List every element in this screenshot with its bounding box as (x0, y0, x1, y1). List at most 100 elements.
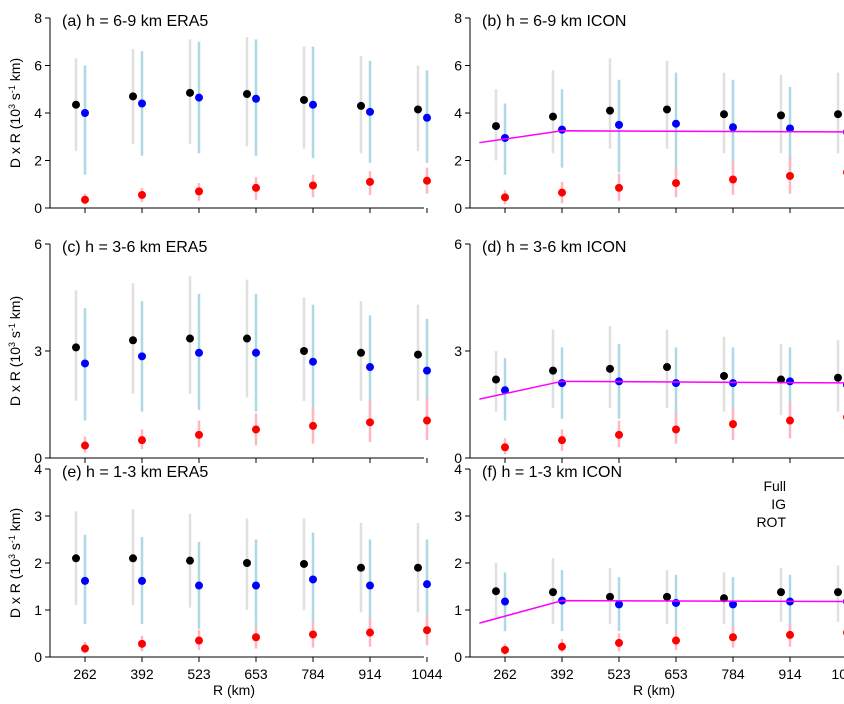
data-point-rot (81, 441, 89, 450)
y-tick-label: 0 (454, 649, 462, 665)
panel-a: 0 2 4 6 8 D x R (103 s-1 km) (a) h = 6-9 km ER… (7, 10, 431, 216)
panel-d: 0 3 6 (d) h = 3-6 km ICON (454, 236, 844, 466)
x-tick-label: 1044 (411, 666, 442, 682)
data-point-ig (558, 379, 566, 388)
data-point-rot (309, 630, 317, 639)
data-point-full (492, 587, 500, 596)
y-tick-label: 8 (454, 10, 462, 26)
data-point-rot (786, 630, 794, 639)
data-point-full (663, 105, 671, 114)
fit-line (479, 380, 844, 400)
data-point-ig (309, 100, 317, 109)
x-tick-label: 653 (244, 666, 268, 682)
x-tick-label: 523 (187, 666, 211, 682)
series-ig (83, 293, 429, 421)
panel-c: 0 3 6 D x R (103 s-1 km) (c) h = 3-6 km ERA5 (7, 236, 431, 466)
data-point-ig (672, 119, 680, 128)
data-point-ig (309, 575, 317, 584)
data-point-full (777, 375, 785, 384)
data-point-rot (501, 645, 509, 654)
legend: Full IG ROT (756, 478, 786, 530)
data-point-ig (195, 93, 203, 102)
points-rot (81, 176, 431, 204)
data-point-rot (195, 430, 203, 439)
data-point-rot (501, 443, 509, 452)
data-point-ig (729, 600, 737, 609)
y-tick-label: 0 (34, 450, 42, 466)
panel-title-d: (d) h = 3-6 km ICON (482, 239, 626, 256)
panel-b: 0 2 4 6 8 (b) h = 6-9 km ICON (454, 10, 844, 216)
data-point-rot (81, 644, 89, 653)
legend-item-rot: ROT (756, 514, 786, 530)
y-tick-label: 1 (454, 602, 462, 618)
series-ig (83, 39, 429, 175)
points-rot (81, 416, 431, 450)
data-point-rot (729, 420, 737, 429)
data-point-full (549, 112, 557, 121)
data-point-full (492, 122, 500, 131)
y-tick-label: 4 (34, 105, 42, 121)
data-point-full (414, 350, 422, 359)
data-point-full (243, 90, 251, 98)
data-point-rot (786, 416, 794, 425)
data-point-rot (558, 436, 566, 445)
data-point-rot (423, 416, 431, 425)
fit-line (479, 130, 844, 144)
data-point-ig (366, 363, 374, 372)
points-full (492, 587, 842, 603)
y-tick-label: 3 (34, 508, 42, 524)
y-tick-label: 4 (34, 461, 42, 477)
data-point-full (72, 554, 80, 563)
data-point-full (414, 563, 422, 572)
data-point-full (720, 371, 728, 380)
points-ig (501, 596, 844, 609)
legend-item-full: Full (763, 478, 786, 494)
data-point-full (414, 105, 422, 114)
data-point-full (357, 563, 365, 572)
data-point-full (549, 588, 557, 597)
data-point-ig (423, 366, 431, 375)
x-axis-label-left: R (km) (213, 682, 255, 698)
panel-title-c: (c) h = 3-6 km ERA5 (62, 239, 207, 256)
data-point-rot (138, 190, 146, 199)
data-point-ig (786, 377, 794, 386)
y-tick-label: 0 (454, 200, 462, 216)
data-point-rot (729, 633, 737, 642)
data-point-ig (195, 348, 203, 357)
data-point-rot (501, 193, 509, 202)
points-full (72, 554, 422, 572)
data-point-full (186, 334, 194, 343)
y-tick-label: 8 (34, 10, 42, 26)
data-point-rot (615, 638, 623, 647)
data-point-rot (252, 183, 260, 192)
y-tick-label: 3 (454, 508, 462, 524)
x-tick-label: 262 (73, 666, 97, 682)
y-tick-label: 3 (454, 343, 462, 359)
x-tick-label: 914 (358, 666, 382, 682)
data-point-ig (366, 581, 374, 590)
points-ig (501, 119, 844, 142)
data-point-ig (252, 581, 260, 590)
panel-title-b: (b) h = 6-9 km ICON (482, 13, 626, 30)
data-point-ig (366, 107, 374, 116)
y-tick-label: 3 (34, 343, 42, 359)
data-point-ig (309, 357, 317, 366)
data-point-full (300, 347, 308, 355)
y-tick-label: 6 (34, 58, 42, 74)
data-point-full (834, 373, 842, 382)
y-tick-label: 1 (34, 602, 42, 618)
data-point-ig (615, 120, 623, 129)
data-point-ig (501, 386, 509, 395)
data-point-full (720, 594, 728, 603)
data-point-ig (558, 125, 566, 134)
data-point-full (720, 110, 728, 119)
data-point-ig (81, 359, 89, 368)
data-point-rot (195, 187, 203, 196)
data-point-rot (138, 436, 146, 445)
data-point-full (300, 95, 308, 104)
data-point-ig (423, 113, 431, 122)
data-point-rot (252, 633, 260, 642)
x-tick-label: 523 (607, 666, 631, 682)
data-point-full (243, 334, 251, 343)
series-full (494, 558, 840, 625)
